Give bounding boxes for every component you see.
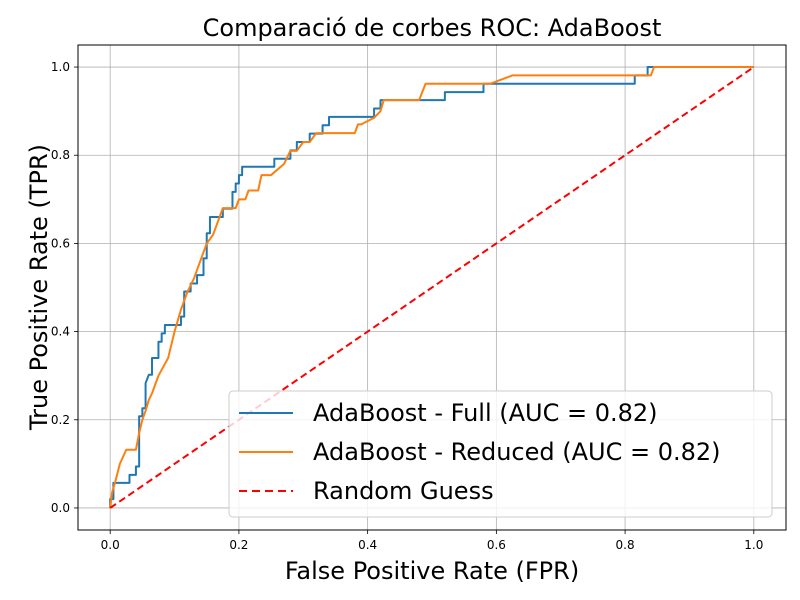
axes-frame (77, 44, 787, 531)
y-tick-label: 0.2 (51, 413, 70, 427)
legend-label: AdaBoost - Full (AUC = 0.82) (313, 399, 658, 427)
series-line-2 (109, 66, 754, 509)
y-tick-label: 0.6 (51, 236, 70, 250)
legend-label: AdaBoost - Reduced (AUC = 0.82) (313, 438, 721, 466)
y-tick-label: 1.0 (51, 60, 70, 74)
y-tick-label: 0.0 (51, 501, 70, 515)
grid (78, 45, 786, 530)
x-axis-label: False Positive Rate (FPR) (285, 557, 579, 585)
y-tick-label: 0.4 (51, 325, 70, 339)
x-tick-label: 0.4 (358, 538, 377, 552)
x-tick-label: 0.0 (101, 538, 120, 552)
chart-title: Comparació de corbes ROC: AdaBoost (203, 14, 662, 42)
y-tick-label: 0.8 (51, 148, 70, 162)
series-line-3 (109, 66, 755, 509)
x-tick-label: 0.6 (487, 538, 506, 552)
y-axis-label: True Positive Rate (TPR) (25, 144, 53, 431)
x-tick-label: 0.8 (616, 538, 635, 552)
x-tick-label: 1.0 (744, 538, 763, 552)
ticks: 0.0 0.2 0.4 0.6 0.8 1.0 0.0 0.2 0.4 0.6 0.8 1.0 (51, 60, 763, 552)
x-tick-label: 0.2 (229, 538, 248, 552)
plot-area (109, 66, 755, 509)
series-line-1 (109, 66, 754, 508)
legend: AdaBoost - Full (AUC = 0.82) AdaBoost - R… (228, 390, 773, 518)
legend-box (228, 390, 773, 518)
legend-label: Random Guess (313, 477, 494, 505)
